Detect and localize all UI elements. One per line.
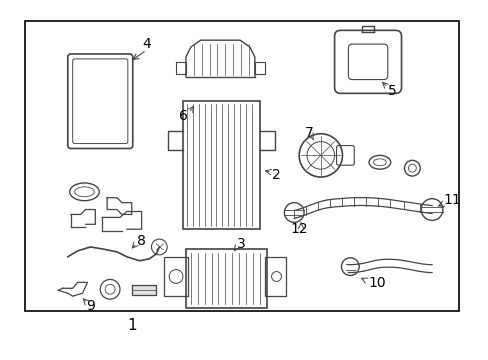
Text: 2: 2 — [271, 168, 280, 182]
Text: 11: 11 — [443, 193, 461, 207]
Text: 12: 12 — [290, 222, 307, 236]
Polygon shape — [131, 285, 156, 295]
Text: 3: 3 — [237, 237, 245, 251]
Text: 10: 10 — [367, 276, 385, 291]
Text: 4: 4 — [142, 37, 151, 51]
Text: 1: 1 — [127, 318, 136, 333]
Text: 6: 6 — [178, 109, 187, 123]
Text: 8: 8 — [137, 234, 146, 248]
Bar — [185, 249, 266, 308]
Text: 7: 7 — [304, 126, 313, 140]
Bar — [183, 101, 259, 229]
Text: 9: 9 — [86, 299, 95, 313]
Text: 5: 5 — [387, 84, 396, 98]
Bar — [264, 257, 286, 296]
Bar — [164, 257, 187, 296]
Bar — [25, 21, 458, 311]
